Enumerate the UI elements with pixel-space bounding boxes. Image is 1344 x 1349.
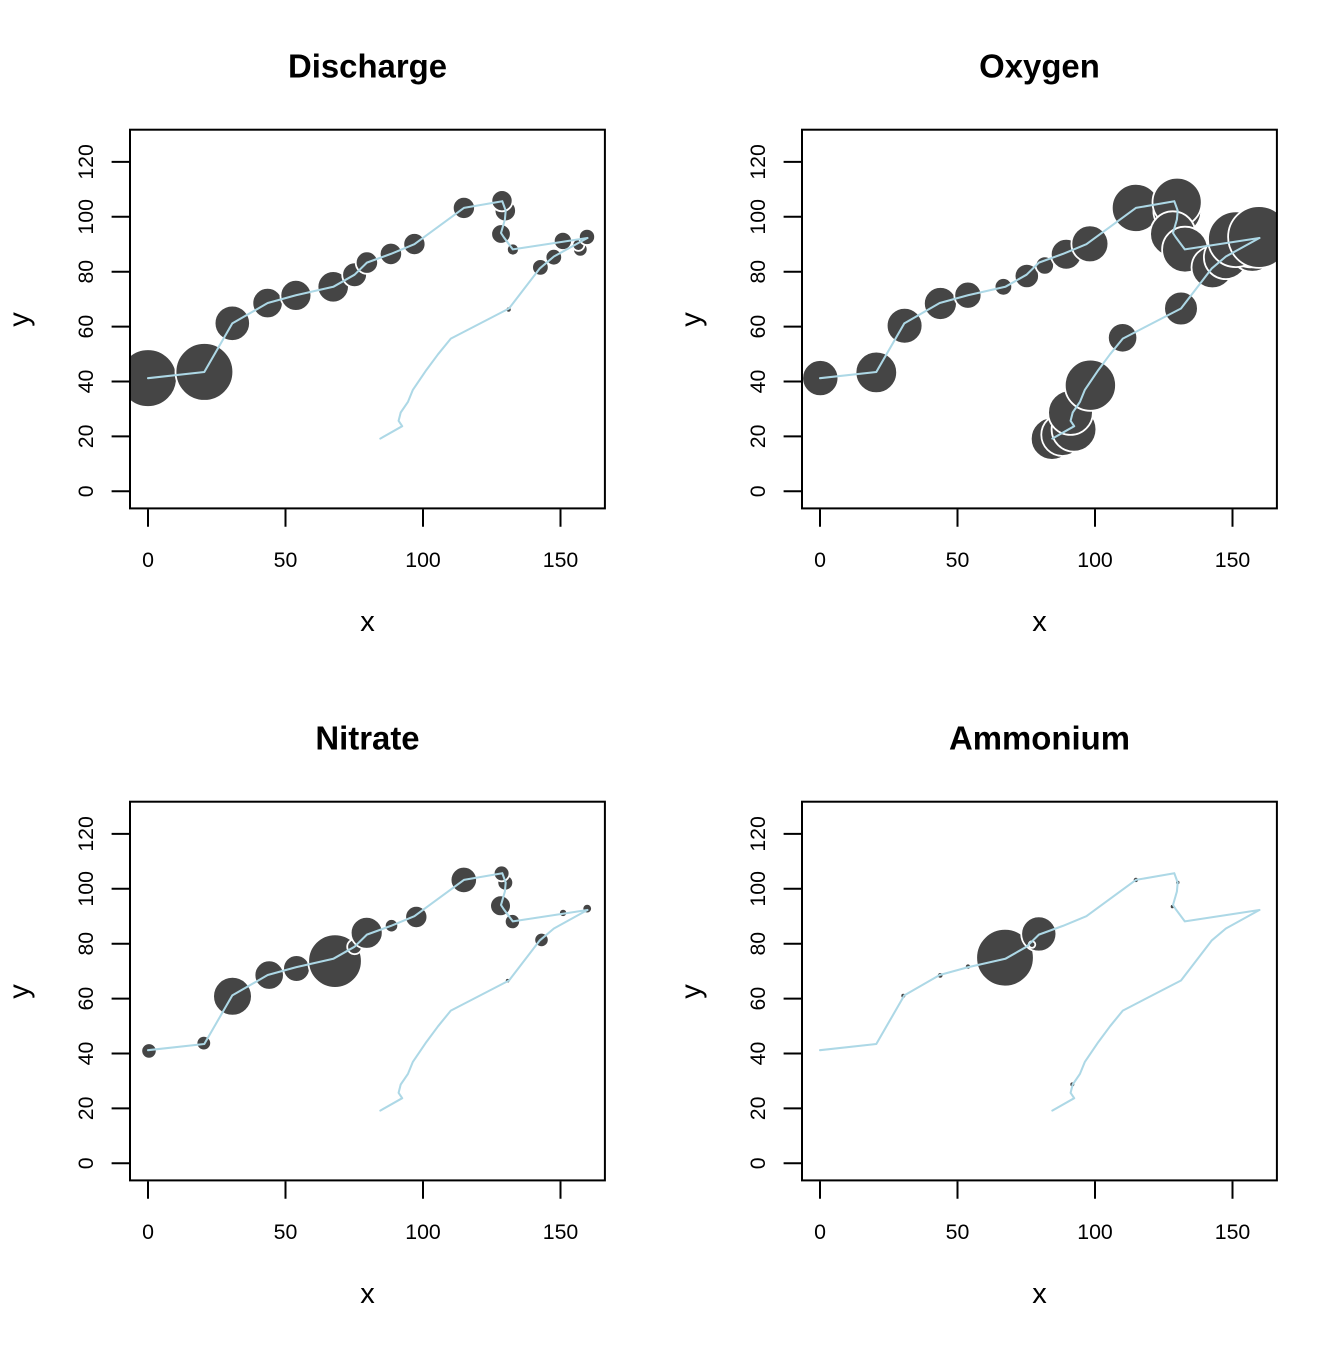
svg-text:Oxygen: Oxygen	[979, 47, 1100, 84]
svg-text:x: x	[1032, 1278, 1047, 1310]
svg-text:150: 150	[543, 548, 579, 572]
svg-text:80: 80	[746, 932, 770, 956]
svg-text:x: x	[360, 606, 375, 638]
svg-text:100: 100	[746, 199, 770, 235]
svg-text:50: 50	[946, 1220, 970, 1244]
svg-text:100: 100	[405, 548, 441, 572]
svg-text:0: 0	[74, 485, 98, 497]
svg-text:50: 50	[274, 548, 298, 572]
svg-text:120: 120	[74, 144, 98, 180]
svg-text:Discharge: Discharge	[288, 47, 447, 84]
svg-text:60: 60	[74, 315, 98, 339]
svg-text:0: 0	[74, 1157, 98, 1169]
svg-text:100: 100	[1077, 1220, 1113, 1244]
svg-text:y: y	[3, 312, 35, 327]
svg-text:40: 40	[74, 1042, 98, 1066]
svg-text:x: x	[1032, 606, 1047, 638]
svg-text:0: 0	[814, 1220, 826, 1244]
svg-text:60: 60	[74, 987, 98, 1011]
svg-text:50: 50	[946, 548, 970, 572]
svg-text:40: 40	[74, 370, 98, 394]
svg-text:100: 100	[746, 871, 770, 907]
svg-text:120: 120	[74, 816, 98, 852]
svg-text:20: 20	[746, 1096, 770, 1120]
svg-text:0: 0	[142, 548, 154, 572]
svg-text:100: 100	[74, 871, 98, 907]
svg-text:40: 40	[746, 1042, 770, 1066]
svg-text:0: 0	[746, 485, 770, 497]
svg-text:50: 50	[274, 1220, 298, 1244]
svg-text:20: 20	[74, 424, 98, 448]
svg-text:120: 120	[746, 144, 770, 180]
svg-text:150: 150	[1215, 1220, 1251, 1244]
svg-text:100: 100	[405, 1220, 441, 1244]
svg-text:80: 80	[74, 260, 98, 284]
svg-text:120: 120	[746, 816, 770, 852]
svg-text:100: 100	[74, 199, 98, 235]
svg-text:80: 80	[746, 260, 770, 284]
svg-text:60: 60	[746, 987, 770, 1011]
svg-text:y: y	[3, 984, 35, 999]
svg-text:x: x	[360, 1278, 375, 1310]
svg-text:150: 150	[1215, 548, 1251, 572]
svg-text:20: 20	[746, 424, 770, 448]
svg-text:y: y	[675, 312, 707, 327]
svg-text:20: 20	[74, 1096, 98, 1120]
svg-text:40: 40	[746, 370, 770, 394]
svg-text:y: y	[675, 984, 707, 999]
svg-text:0: 0	[746, 1157, 770, 1169]
svg-text:Nitrate: Nitrate	[315, 719, 419, 756]
svg-text:80: 80	[74, 932, 98, 956]
svg-text:0: 0	[814, 548, 826, 572]
svg-text:150: 150	[543, 1220, 579, 1244]
svg-text:60: 60	[746, 315, 770, 339]
svg-text:0: 0	[142, 1220, 154, 1244]
svg-text:Ammonium: Ammonium	[949, 719, 1130, 756]
svg-text:100: 100	[1077, 548, 1113, 572]
